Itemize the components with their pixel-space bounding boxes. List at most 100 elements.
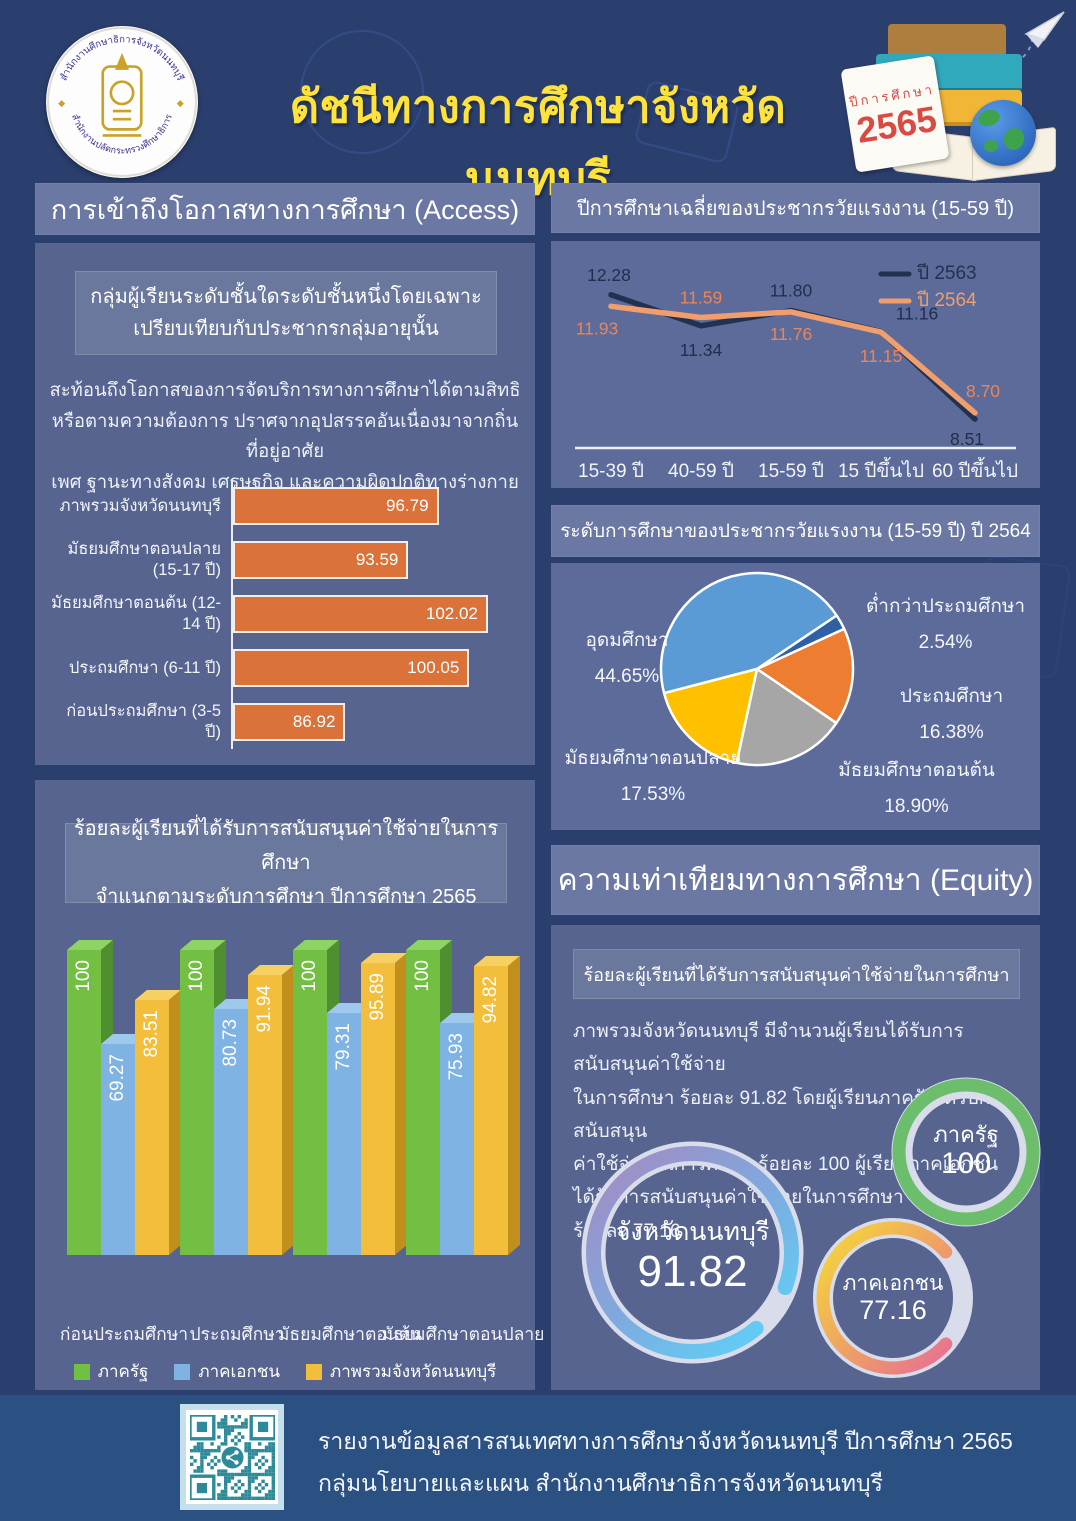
legend-swatch xyxy=(174,1363,191,1380)
bar-category-label: ประถมศึกษา (6-11 ปี) xyxy=(68,658,221,677)
pie-slice xyxy=(659,571,838,695)
bar: 93.59 xyxy=(233,541,409,579)
background-doodle xyxy=(300,30,424,154)
bar-row: มัธยมศึกษาตอนต้น (12-14 ปี) 102.02 xyxy=(49,587,521,641)
pie-slice xyxy=(662,667,759,765)
bar-category-label: มัธยมศึกษาตอนปลาย (15-17 ปี) xyxy=(67,540,221,579)
legend-label: ภาครัฐ xyxy=(97,1362,149,1381)
legend-swatch xyxy=(305,1363,322,1380)
legend-item: ภาคเอกชน xyxy=(174,1358,280,1385)
definition-line1: กลุ่มผู้เรียนระดับชั้นใดระดับชั้นหนึ่งโด… xyxy=(90,286,482,308)
bar-value: 102.02 xyxy=(425,604,478,623)
bar3d-ภาครัฐ: 100 xyxy=(293,939,339,1255)
bar3d-front xyxy=(135,1000,169,1255)
government-ring-chart xyxy=(886,1072,1046,1232)
office-seal-logo: สำนักงานศึกษาธิการจังหวัดนนทบุรี สำนักงา… xyxy=(46,26,198,178)
pie-chart-panel: อุดมศึกษา 44.65% ต่ำกว่าประถมศึกษา 2.54%… xyxy=(551,563,1040,830)
description-line2: หรือตามความต้องการ ปราศจากอุปสรรคอันเนื่… xyxy=(51,409,519,462)
svg-text:11.15: 11.15 xyxy=(860,346,903,366)
pie-label-value: 18.90% xyxy=(884,796,949,818)
access-description: สะท้อนถึงโอกาสของการจัดบริการทางการศึกษา… xyxy=(47,375,523,497)
line-chart-title: ปีการศึกษาเฉลี่ยของประชากรวัยแรงงาน (15-… xyxy=(551,183,1040,233)
bar3d-value: 95.89 xyxy=(367,972,388,1021)
pie-label-text: ต่ำกว่าประถมศึกษา xyxy=(865,596,1026,617)
paper-plane-icon xyxy=(981,11,1065,74)
bar3d-ภาคเอกชน: 80.73 xyxy=(214,998,260,1255)
bar3d-value: 75.93 xyxy=(446,1033,467,1081)
province-ring-chart xyxy=(575,1135,810,1370)
svg-text:40-59 ปี: 40-59 ปี xyxy=(668,460,734,482)
bar-row: ก่อนประถมศึกษา (3-5 ปี) 86.92 xyxy=(49,695,521,749)
bar-zone: 100.05 xyxy=(231,641,521,695)
ring-value-text: 77.16 xyxy=(859,1295,927,1325)
bar-category-label: ภาพรวมจังหวัดนนทบุรี xyxy=(59,496,221,515)
ring-label-text: จังหวัดนนทบุรี xyxy=(615,1218,770,1246)
bar3d-value: 94.82 xyxy=(480,975,501,1024)
bar3d-ภาครัฐ: 100 xyxy=(180,939,226,1255)
bar3d-ภาคเอกชน: 79.31 xyxy=(327,1003,373,1255)
bar-zone: 102.02 xyxy=(231,587,521,641)
svg-text:12.28: 12.28 xyxy=(587,265,631,285)
description-line3: เพศ ฐานะทางสังคม เศรษฐกิจ และความผิดปกติ… xyxy=(51,470,519,492)
bar-row: มัธยมศึกษาตอนปลาย (15-17 ปี) 93.59 xyxy=(49,533,521,587)
bar3d-front xyxy=(293,950,327,1255)
government-ring-label: ภาครัฐ xyxy=(886,1117,1046,1152)
svg-text:15-39 ปี: 15-39 ปี xyxy=(578,460,644,482)
bar: 86.92 xyxy=(233,703,346,741)
bar-value: 100.05 xyxy=(407,658,460,677)
bar3d-value: 80.73 xyxy=(220,1018,241,1067)
bar-category-label: มัธยมศึกษาตอนต้น (12-14 ปี) xyxy=(51,594,221,633)
equity-subtitle-box: ร้อยละผู้เรียนที่ได้รับการสนับสนุนค่าใช้… xyxy=(573,949,1020,999)
svg-text:ปี 2564: ปี 2564 xyxy=(916,289,977,311)
bar3d-value: 100 xyxy=(299,960,320,992)
bar3d-ภาพรวมจังหวัดนนทบุรี: 94.82 xyxy=(474,955,520,1255)
access-section-title: การเข้าถึงโอกาสทางการศึกษา (Access) xyxy=(35,183,535,235)
svg-text:ปี 2563: ปี 2563 xyxy=(916,262,976,284)
svg-text:11.93: 11.93 xyxy=(576,318,619,338)
support-bar3d-categories: ก่อนประถมศึกษา ประถมศึกษา มัธยมศึกษาตอนต้น… xyxy=(45,1320,545,1346)
access-section-title-text: การเข้าถึงโอกาสทางการศึกษา (Access) xyxy=(50,194,520,225)
bar-value: 93.59 xyxy=(355,550,399,569)
province-ring-label: จังหวัดนนทบุรี xyxy=(575,1212,810,1252)
svg-text:11.80: 11.80 xyxy=(770,281,813,301)
government-ring-value: 100 xyxy=(886,1147,1046,1181)
pie-label-tamkwa: ต่ำกว่าประถมศึกษา 2.54% xyxy=(853,589,1038,661)
legend-item: ภาครัฐ xyxy=(73,1358,149,1385)
support-chart-title-box: ร้อยละผู้เรียนที่ได้รับการสนับสนุนค่าใช้… xyxy=(65,818,507,908)
qr-code-inner xyxy=(186,1410,278,1504)
pie-label-text: มัธยมศึกษาตอนปลาย xyxy=(564,748,742,769)
book-brown xyxy=(888,24,1006,58)
bar-zone: 96.79 xyxy=(231,479,521,533)
bar3d-side-face xyxy=(508,955,520,1255)
bar3d-front xyxy=(214,1008,248,1255)
support-title-line2: จำแนกตามระดับการศึกษา ปีการศึกษา 2565 xyxy=(95,886,477,908)
year-notepad: ปีการศึกษา 2565 xyxy=(840,55,950,173)
pie-label-value: 2.54% xyxy=(918,632,973,654)
bar3d-value: 69.27 xyxy=(107,1053,128,1102)
private-ring-chart xyxy=(808,1213,978,1383)
enrollment-ratio-bar-chart: ภาพรวมจังหวัดนนทบุรี 96.79 มัธยมศึกษาตอนปล… xyxy=(49,479,521,749)
bar3d-category-label: ประถมศึกษา xyxy=(189,1324,285,1344)
pie-label-value: 17.53% xyxy=(620,784,686,806)
definition-line2: เปรียบเทียบกับประชากรกลุ่มอายุนั้น xyxy=(133,318,439,340)
equity-panel: ร้อยละผู้เรียนที่ได้รับการสนับสนุนค่าใช้… xyxy=(551,925,1041,1390)
bar3d-value: 83.51 xyxy=(141,1010,162,1058)
bar3d-category-label: มัธยมศึกษาตอนต้น xyxy=(277,1324,423,1344)
bar: 96.79 xyxy=(233,487,439,525)
bar3d-ภาคเอกชน: 75.93 xyxy=(440,1013,486,1255)
legend-item: ภาพรวมจังหวัดนนทบุรี xyxy=(305,1358,496,1385)
svg-text:11.59: 11.59 xyxy=(680,288,723,308)
province-ring-value: 91.82 xyxy=(575,1247,810,1297)
bar-row: ภาพรวมจังหวัดนนทบุรี 96.79 xyxy=(49,479,521,533)
books-illustration: ปีการศึกษา 2565 xyxy=(840,6,1068,182)
bar3d-front xyxy=(67,950,101,1255)
equity-subtitle-text: ร้อยละผู้เรียนที่ได้รับการสนับสนุนค่าใช้… xyxy=(583,964,1010,985)
pie-label-text: ประถมศึกษา xyxy=(899,686,1004,707)
access-definition-box: กลุ่มผู้เรียนระดับชั้นใดระดับชั้นหนึ่งโด… xyxy=(75,271,497,355)
ring-value-text: 91.82 xyxy=(637,1247,748,1296)
svg-text:15 ปีขึ้นไป: 15 ปีขึ้นไป xyxy=(838,457,924,482)
bar3d-front xyxy=(101,1043,135,1255)
footer-line1: รายงานข้อมูลสารสนเทศทางการศึกษาจังหวัดนน… xyxy=(318,1428,1013,1454)
pie-label-udom: อุดมศึกษา 44.65% xyxy=(551,623,703,695)
svg-text:8.51: 8.51 xyxy=(950,429,984,449)
